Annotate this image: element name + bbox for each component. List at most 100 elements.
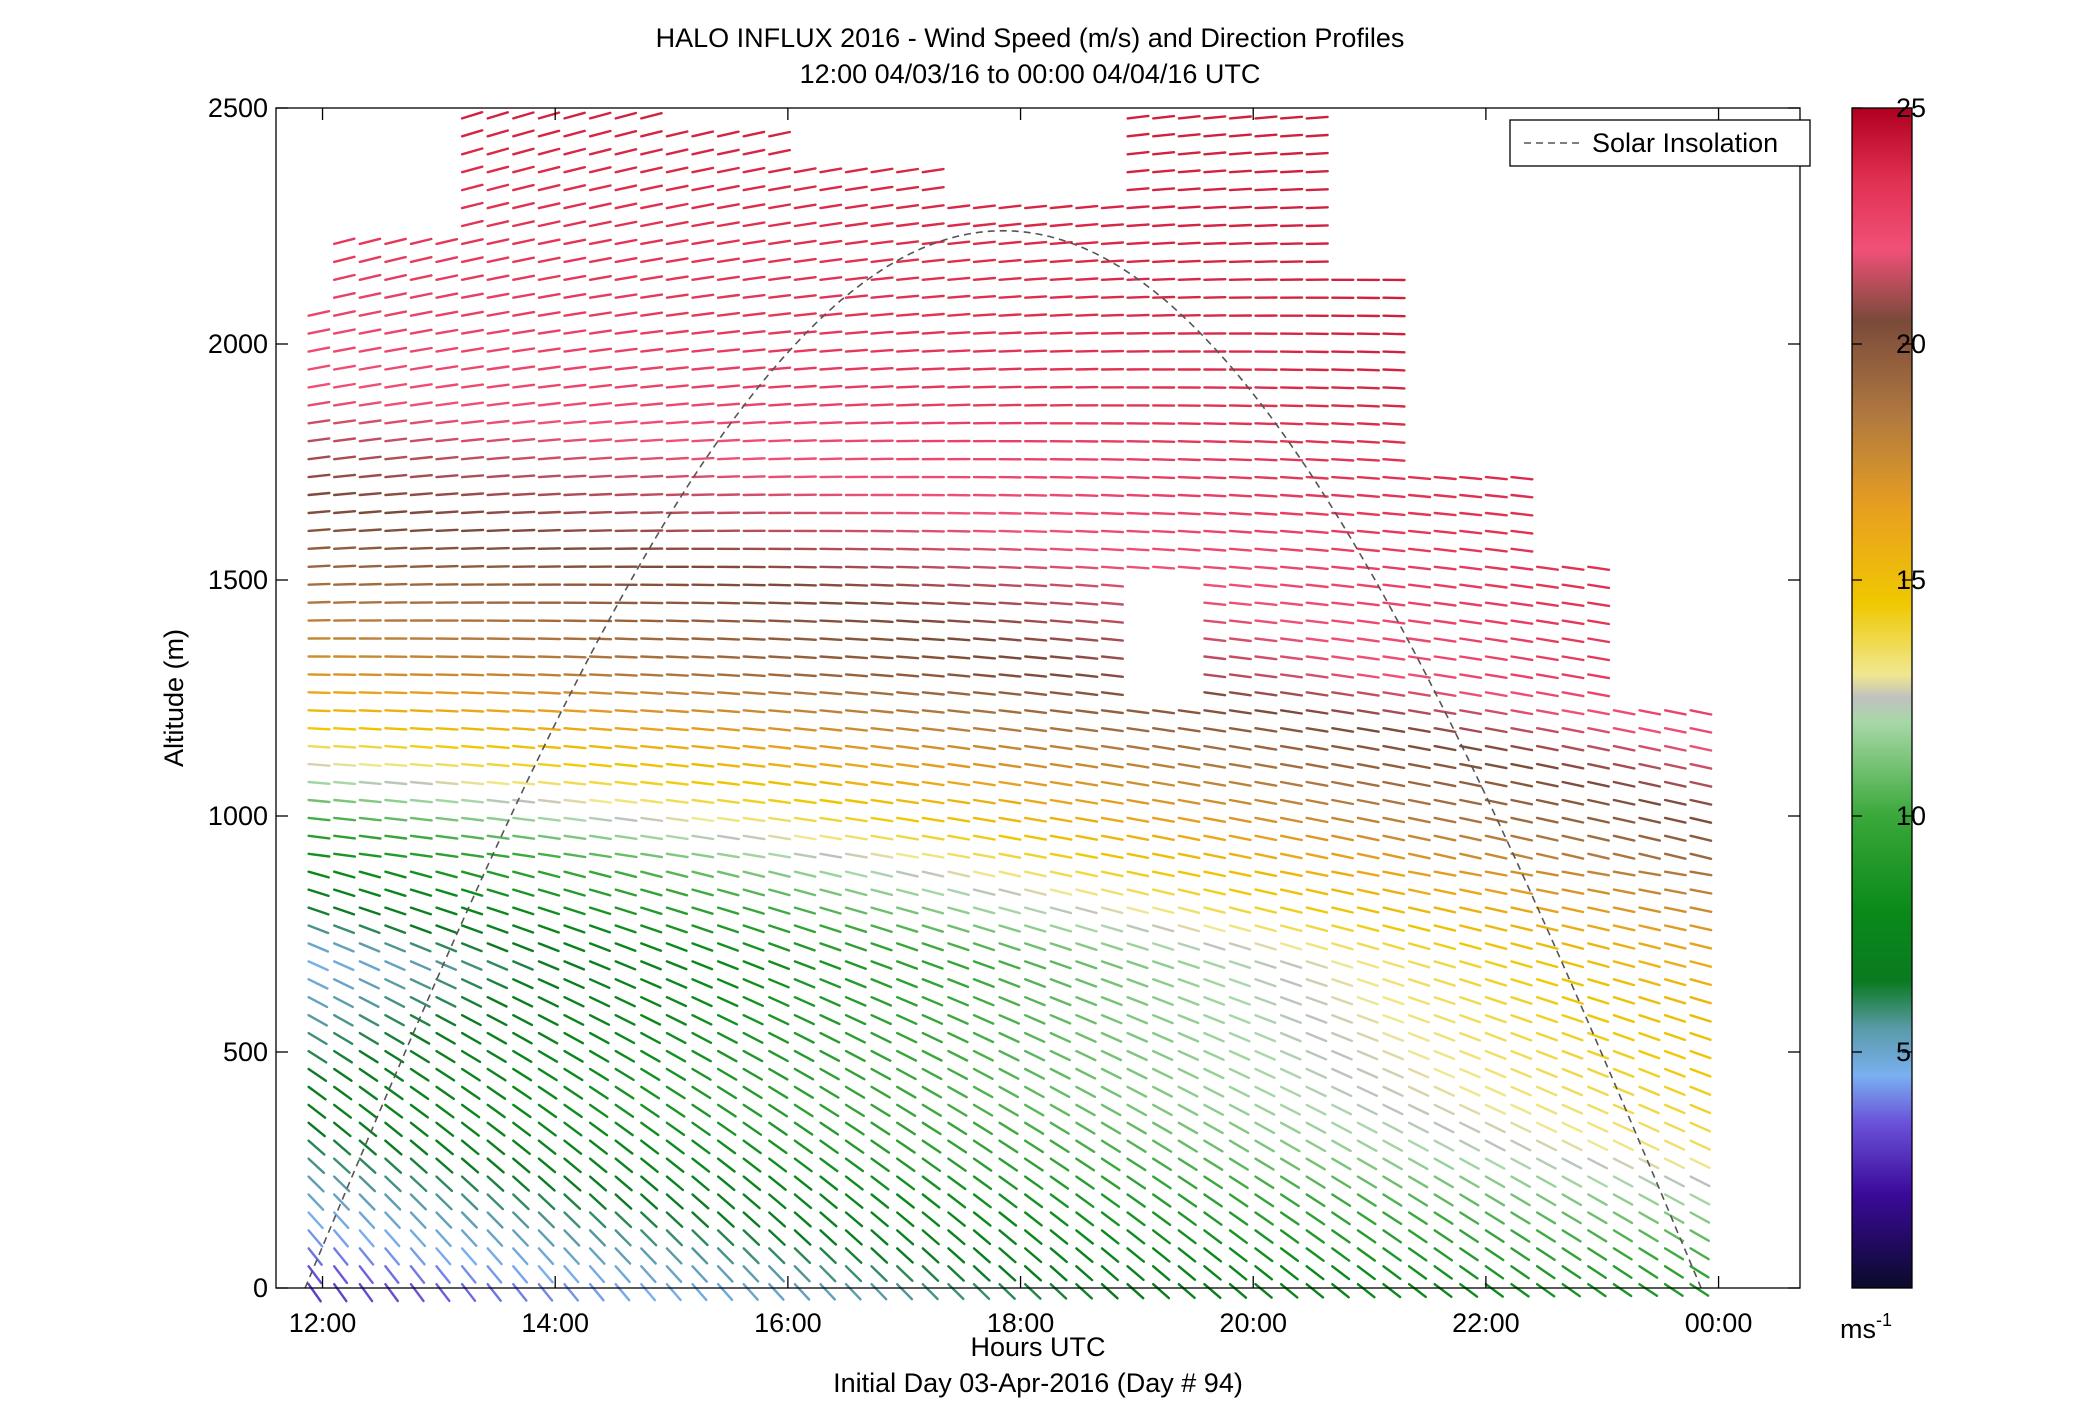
wind-arrow bbox=[563, 888, 586, 897]
wind-arrow bbox=[588, 673, 613, 677]
wind-arrow bbox=[1484, 547, 1508, 553]
wind-arrow bbox=[640, 511, 664, 515]
wind-arrow bbox=[333, 237, 356, 246]
wind-arrow bbox=[358, 528, 382, 533]
wind-arrow bbox=[614, 511, 638, 515]
wind-arrow bbox=[640, 762, 664, 768]
wind-arrow bbox=[358, 816, 382, 822]
wind-arrow bbox=[1382, 960, 1405, 969]
wind-arrow bbox=[1561, 1229, 1582, 1243]
wind-arrow bbox=[1484, 673, 1508, 679]
wind-arrow bbox=[435, 709, 459, 713]
wind-arrow bbox=[1023, 1282, 1042, 1300]
wind-arrow bbox=[1254, 1139, 1275, 1153]
wind-arrow bbox=[640, 1211, 658, 1229]
wind-arrow bbox=[1510, 924, 1534, 932]
wind-arrow bbox=[1151, 1247, 1171, 1263]
wind-arrow bbox=[972, 960, 995, 970]
wind-arrow bbox=[1510, 475, 1534, 481]
wind-arrow bbox=[1663, 870, 1687, 877]
wind-arrow bbox=[1356, 1049, 1379, 1061]
wind-arrow bbox=[972, 1103, 994, 1117]
wind-arrow bbox=[486, 510, 510, 515]
wind-arrow bbox=[1510, 870, 1534, 877]
wind-arrow bbox=[537, 528, 561, 533]
wind-arrow bbox=[742, 1049, 764, 1063]
x-tick-label: 20:00 bbox=[1219, 1308, 1287, 1338]
wind-arrow bbox=[921, 240, 945, 246]
wind-arrow bbox=[793, 601, 817, 605]
wind-arrow bbox=[1075, 1085, 1097, 1099]
wind-arrow bbox=[1279, 870, 1303, 877]
wind-arrow bbox=[1126, 313, 1150, 317]
wind-arrow bbox=[1382, 1247, 1402, 1262]
wind-arrow bbox=[870, 348, 894, 353]
wind-arrow bbox=[486, 401, 510, 407]
wind-arrow bbox=[460, 1049, 482, 1064]
wind-arrow bbox=[665, 1282, 682, 1302]
wind-arrow bbox=[512, 238, 535, 246]
wind-arrow bbox=[1587, 798, 1610, 806]
wind-arrow bbox=[563, 637, 587, 641]
wind-arrow bbox=[1279, 547, 1304, 552]
wind-arrow bbox=[563, 942, 586, 953]
wind-arrow bbox=[1663, 1265, 1685, 1279]
wind-arrow bbox=[1382, 386, 1406, 390]
wind-arrow bbox=[1075, 367, 1099, 371]
wind-arrow bbox=[768, 1265, 785, 1283]
wind-arrow bbox=[1203, 727, 1227, 733]
wind-arrow bbox=[563, 256, 587, 264]
wind-arrow bbox=[844, 385, 869, 389]
wind-arrow bbox=[435, 437, 459, 443]
wind-arrow bbox=[1279, 1265, 1299, 1281]
wind-arrow bbox=[1126, 132, 1150, 138]
wind-arrow bbox=[486, 238, 510, 246]
wind-arrow bbox=[1254, 475, 1278, 480]
wind-arrow bbox=[1049, 744, 1073, 751]
wind-arrow bbox=[1126, 960, 1149, 970]
wind-arrow bbox=[1407, 852, 1431, 860]
wind-arrow bbox=[537, 1014, 559, 1027]
wind-arrow bbox=[1023, 978, 1047, 988]
wind-arrow bbox=[1100, 1139, 1122, 1154]
wind-arrow bbox=[1356, 888, 1380, 896]
wind-arrow bbox=[563, 329, 587, 335]
wind-arrow bbox=[972, 295, 997, 299]
wind-arrow bbox=[1433, 816, 1457, 824]
wind-arrow bbox=[1177, 295, 1201, 299]
wind-arrow bbox=[460, 1265, 477, 1284]
wind-arrow bbox=[1433, 1014, 1456, 1024]
wind-arrow bbox=[563, 762, 587, 768]
wind-arrow bbox=[1612, 1265, 1633, 1279]
wind-arrow bbox=[1075, 204, 1099, 210]
wind-arrow bbox=[742, 906, 765, 915]
wind-arrow bbox=[947, 996, 969, 1007]
wind-arrow bbox=[358, 1282, 374, 1303]
wind-arrow bbox=[460, 888, 484, 897]
wind-arrow bbox=[1228, 583, 1253, 588]
wind-arrow bbox=[1203, 960, 1226, 969]
wind-arrow bbox=[358, 437, 382, 443]
wind-arrow bbox=[1433, 834, 1457, 842]
wind-arrow bbox=[972, 1282, 991, 1301]
wind-arrow bbox=[486, 960, 509, 971]
wind-arrow bbox=[563, 293, 587, 299]
wind-arrow bbox=[1279, 906, 1303, 914]
wind-arrow bbox=[1049, 601, 1073, 606]
wind-arrow bbox=[384, 274, 407, 281]
wind-arrow bbox=[1535, 601, 1560, 607]
wind-arrow bbox=[1612, 744, 1636, 752]
wind-arrow bbox=[1535, 1229, 1557, 1243]
wind-arrow bbox=[972, 1247, 991, 1264]
wind-arrow bbox=[588, 762, 613, 768]
wind-arrow bbox=[1049, 1014, 1072, 1025]
wind-arrow bbox=[768, 1157, 788, 1173]
wind-arrow bbox=[921, 655, 945, 660]
wind-arrow bbox=[1331, 834, 1355, 842]
wind-arrow bbox=[691, 1229, 709, 1247]
wind-arrow bbox=[1433, 637, 1457, 643]
wind-arrow bbox=[563, 401, 587, 407]
wind-arrow bbox=[691, 1103, 712, 1118]
wind-arrow bbox=[1663, 978, 1687, 987]
wind-arrow bbox=[1023, 619, 1048, 624]
